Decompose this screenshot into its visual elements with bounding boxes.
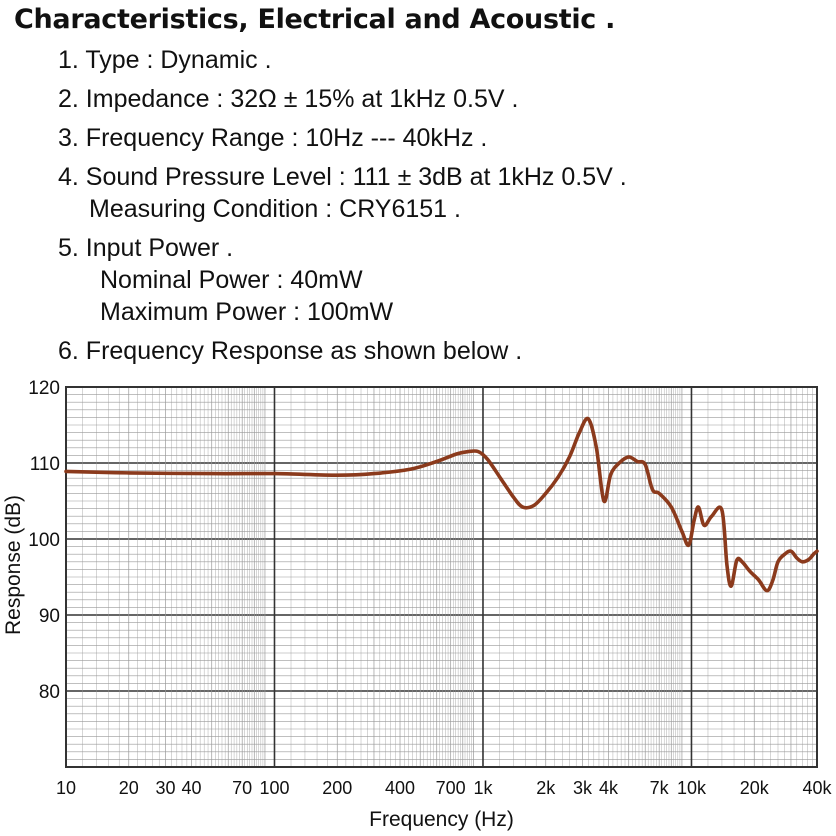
x-tick-label: 700 (436, 778, 466, 798)
y-tick-label: 100 (28, 530, 60, 551)
spec-input-power: 5. Input Power . (58, 234, 234, 262)
y-tick-label: 120 (28, 378, 60, 399)
x-tick-label: 4k (599, 778, 619, 798)
spec-frequency-range: 3. Frequency Range : 10Hz --- 40kHz . (58, 124, 488, 152)
x-tick-label: 7k (650, 778, 670, 798)
spec-list: 1. Type : Dynamic . 2. Impedance : 32Ω ±… (58, 44, 627, 367)
x-tick-label: 2k (536, 778, 556, 798)
x-tick-label: 3k (573, 778, 593, 798)
x-tick-label: 10 (56, 778, 76, 798)
spec-nominal-power: Nominal Power : 40mW (100, 266, 363, 294)
y-tick-label: 90 (39, 606, 60, 627)
x-axis-label: Frequency (Hz) (369, 808, 514, 831)
x-tick-label: 70 (232, 778, 252, 798)
y-tick-label: 80 (39, 682, 60, 703)
x-tick-label: 100 (259, 778, 289, 798)
spec-measuring-condition: Measuring Condition : CRY6151 . (89, 195, 461, 223)
chart-svg: 120 110 100 90 80 10 20 30 40 70 100 200 400 700 1k 2k 3… (2, 378, 833, 831)
x-tick-label: 1k (473, 778, 493, 798)
x-tick-label: 400 (385, 778, 415, 798)
x-tick-label: 20 (119, 778, 139, 798)
x-tick-label: 20k (740, 778, 770, 798)
spec-frequency-response: 6. Frequency Response as shown below . (58, 337, 523, 365)
x-tick-label: 40k (802, 778, 832, 798)
spec-sound-pressure-level: 4. Sound Pressure Level : 111 ± 3dB at 1… (58, 163, 627, 191)
grid (65, 386, 818, 768)
x-tick-label: 10k (677, 778, 707, 798)
spec-maximum-power: Maximum Power : 100mW (100, 298, 394, 326)
series-line (64, 416, 819, 593)
y-tick-label: 110 (30, 454, 60, 475)
page-title: Characteristics, Electrical and Acoustic… (14, 4, 616, 35)
y-axis-label: Response (dB) (2, 495, 25, 635)
x-tick-label: 40 (182, 778, 202, 798)
spec-type: 1. Type : Dynamic . (58, 46, 272, 74)
x-tick-label: 200 (322, 778, 352, 798)
spec-impedance: 2. Impedance : 32Ω ± 15% at 1kHz 0.5V . (58, 85, 519, 113)
x-tick-label: 30 (155, 778, 175, 798)
frequency-response-chart: 120 110 100 90 80 10 20 30 40 70 100 200 400 700 1k 2k 3… (0, 368, 836, 836)
plot-frame (65, 386, 818, 768)
